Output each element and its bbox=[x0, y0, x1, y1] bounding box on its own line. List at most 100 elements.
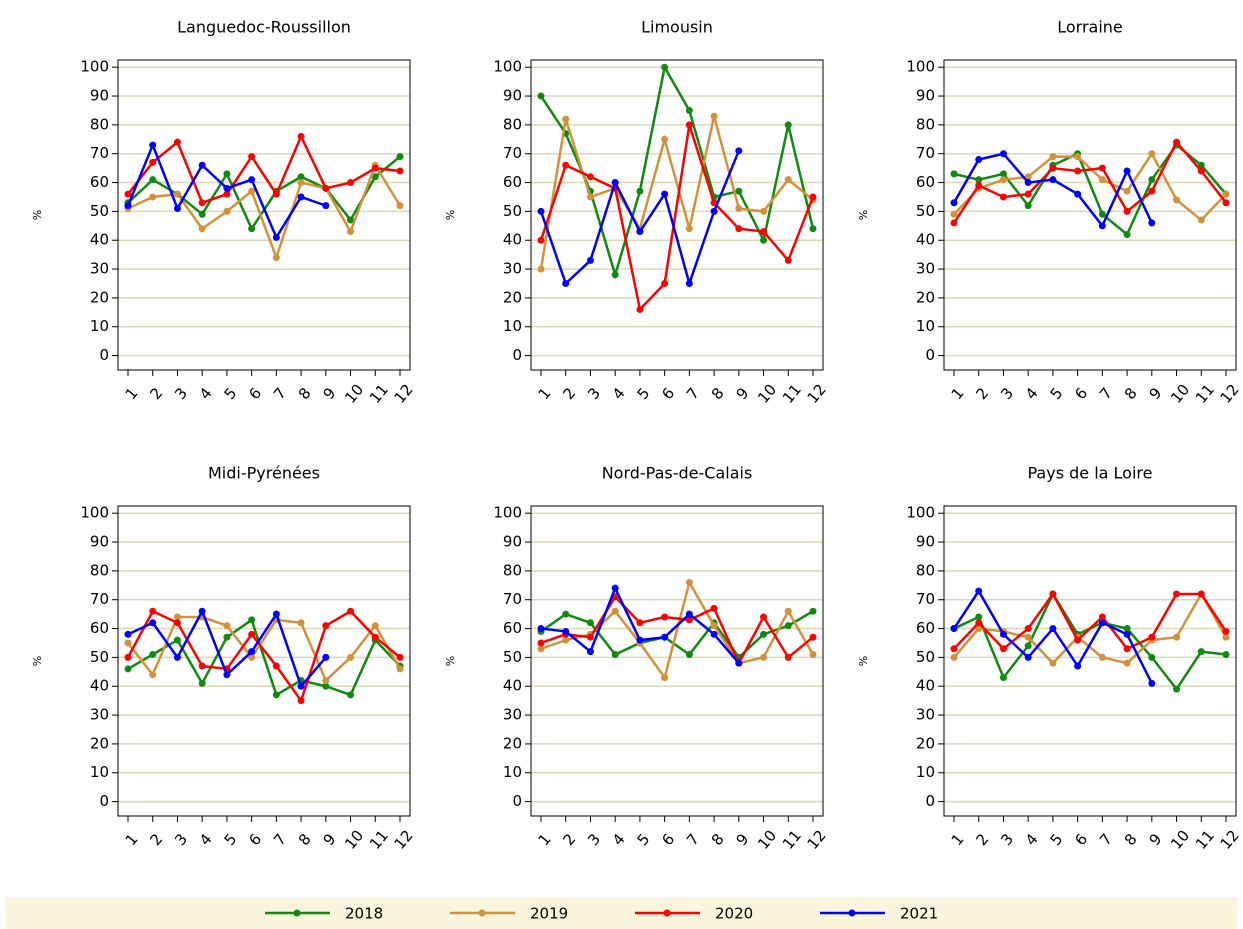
legend-marker bbox=[293, 909, 301, 917]
y-tick-label: 80 bbox=[90, 115, 109, 133]
point bbox=[685, 279, 693, 287]
y-axis-label: % bbox=[31, 210, 44, 220]
x-tick-label: 10 bbox=[754, 827, 780, 853]
y-tick-label: 70 bbox=[503, 590, 522, 608]
point bbox=[685, 610, 693, 618]
series-line: 2019 bbox=[953, 151, 1227, 222]
y-tick-label: 60 bbox=[90, 173, 109, 191]
plot-frame bbox=[943, 59, 1237, 371]
point bbox=[124, 202, 132, 210]
x-tick-label: 10 bbox=[1167, 827, 1193, 853]
point bbox=[149, 141, 157, 149]
point bbox=[223, 190, 231, 198]
y-tick-label: 20 bbox=[916, 734, 935, 752]
x-tick-label: 9 bbox=[319, 384, 339, 403]
y-tick-label: 0 bbox=[99, 792, 109, 810]
point bbox=[950, 210, 958, 218]
point bbox=[223, 622, 231, 630]
point bbox=[173, 613, 181, 621]
plot-frame bbox=[530, 59, 824, 371]
point bbox=[1197, 216, 1205, 224]
point bbox=[1222, 190, 1230, 198]
point bbox=[784, 121, 792, 129]
x-tick-label: 6 bbox=[1071, 384, 1091, 403]
x-tick-label: 9 bbox=[319, 830, 339, 849]
y-tick-label: 20 bbox=[90, 288, 109, 306]
x-tick-label: 7 bbox=[270, 384, 290, 403]
x-tick-label: 8 bbox=[708, 830, 728, 849]
legend-label: 2020 bbox=[715, 905, 753, 923]
point bbox=[1098, 613, 1106, 621]
y-tick-label: 0 bbox=[512, 792, 522, 810]
plot-frame bbox=[943, 505, 1237, 817]
y-tick-label: 10 bbox=[916, 317, 935, 335]
point bbox=[297, 619, 305, 627]
point bbox=[248, 616, 256, 624]
point bbox=[198, 607, 206, 615]
y-tick-label: 60 bbox=[90, 619, 109, 637]
x-tick-label: 9 bbox=[732, 830, 752, 849]
y-axis-label: % bbox=[444, 656, 457, 666]
point bbox=[173, 653, 181, 661]
x-tick-label: 4 bbox=[609, 830, 629, 849]
series-line: 2020 bbox=[540, 594, 814, 666]
x-tick-label: 1 bbox=[122, 384, 142, 403]
y-tick-label: 100 bbox=[493, 504, 522, 522]
legend-background bbox=[5, 897, 1238, 929]
point bbox=[124, 190, 132, 198]
point bbox=[1148, 176, 1156, 184]
point bbox=[173, 138, 181, 146]
point bbox=[396, 153, 404, 161]
x-tick-label: 2 bbox=[972, 830, 992, 849]
legend-label: 2018 bbox=[345, 905, 383, 923]
point bbox=[735, 205, 743, 213]
point bbox=[975, 613, 983, 621]
point bbox=[149, 651, 157, 659]
x-tick-label: 1 bbox=[948, 830, 968, 849]
point bbox=[809, 651, 817, 659]
chart-title: Pays de la Loire bbox=[1028, 464, 1153, 483]
point bbox=[1173, 685, 1181, 693]
point bbox=[149, 158, 157, 166]
point bbox=[198, 210, 206, 218]
point bbox=[297, 682, 305, 690]
x-tick-label: 3 bbox=[997, 830, 1017, 849]
point bbox=[1148, 219, 1156, 227]
x-tick-label: 6 bbox=[658, 384, 678, 403]
y-tick-label: 90 bbox=[916, 533, 935, 551]
point bbox=[760, 653, 768, 661]
point bbox=[784, 607, 792, 615]
point bbox=[586, 648, 594, 656]
point bbox=[661, 190, 669, 198]
y-tick-label: 80 bbox=[916, 115, 935, 133]
point bbox=[999, 193, 1007, 201]
y-tick-label: 50 bbox=[916, 202, 935, 220]
point bbox=[760, 236, 768, 244]
point bbox=[1024, 642, 1032, 650]
point bbox=[1222, 651, 1230, 659]
point bbox=[1049, 153, 1057, 161]
x-tick-label: 6 bbox=[245, 830, 265, 849]
point bbox=[149, 193, 157, 201]
point bbox=[1123, 645, 1131, 653]
y-tick-label: 40 bbox=[90, 677, 109, 695]
point bbox=[537, 625, 545, 633]
y-tick-label: 50 bbox=[916, 648, 935, 666]
point bbox=[223, 633, 231, 641]
y-tick-label: 70 bbox=[916, 590, 935, 608]
point bbox=[1098, 619, 1106, 627]
point bbox=[371, 164, 379, 172]
y-tick-label: 50 bbox=[90, 648, 109, 666]
legend-marker bbox=[663, 909, 671, 917]
legend-marker bbox=[848, 909, 856, 917]
point bbox=[1024, 190, 1032, 198]
point bbox=[1173, 196, 1181, 204]
point bbox=[636, 636, 644, 644]
point bbox=[950, 625, 958, 633]
point bbox=[198, 662, 206, 670]
point bbox=[975, 619, 983, 627]
series-line: 2018 bbox=[127, 617, 401, 697]
point bbox=[636, 305, 644, 313]
point bbox=[661, 674, 669, 682]
y-tick-label: 50 bbox=[90, 202, 109, 220]
